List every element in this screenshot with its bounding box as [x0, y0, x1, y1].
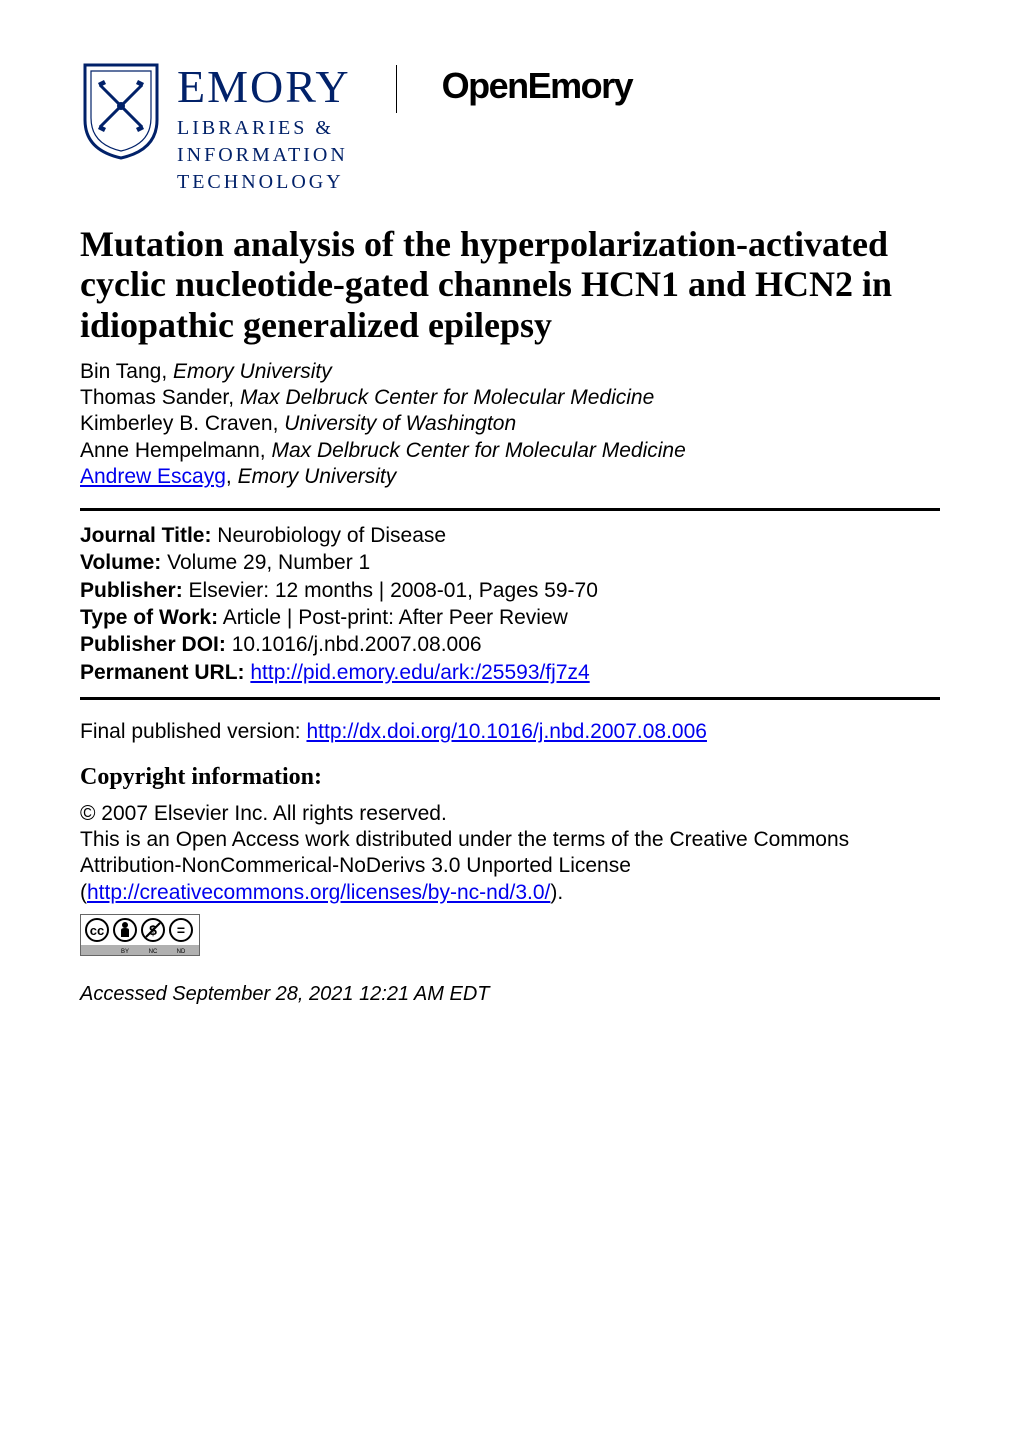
- meta-label: Journal Title:: [80, 524, 211, 547]
- copyright-heading: Copyright information:: [80, 764, 940, 791]
- meta-label: Publisher:: [80, 579, 183, 602]
- meta-value: Article | Post-print: After Peer Review: [218, 606, 568, 629]
- final-version-label: Final published version:: [80, 720, 306, 743]
- final-version-link[interactable]: http://dx.doi.org/10.1016/j.nbd.2007.08.…: [306, 720, 707, 743]
- emory-text-block: EMORY LIBRARIES & INFORMATION TECHNOLOGY: [177, 60, 351, 194]
- copyright-line-1: © 2007 Elsevier Inc. All rights reserved…: [80, 801, 940, 827]
- author-affiliation: Max Delbruck Center for Molecular Medici…: [271, 439, 685, 462]
- meta-label: Volume:: [80, 551, 161, 574]
- meta-permurl: Permanent URL: http://pid.emory.edu/ark:…: [80, 659, 940, 686]
- author-line: Bin Tang, Emory University: [80, 359, 940, 385]
- author-affiliation: Max Delbruck Center for Molecular Medici…: [240, 386, 654, 409]
- shield-icon: [80, 60, 162, 162]
- meta-journal: Journal Title: Neurobiology of Disease: [80, 522, 940, 549]
- author-affiliation: Emory University: [173, 360, 332, 383]
- author-affiliation: Emory University: [238, 465, 397, 488]
- accessed-timestamp: Accessed September 28, 2021 12:21 AM EDT: [80, 983, 940, 1006]
- meta-label: Permanent URL:: [80, 661, 245, 684]
- separator-1: [80, 508, 940, 511]
- header-logos: EMORY LIBRARIES & INFORMATION TECHNOLOGY…: [80, 60, 940, 194]
- article-metadata: Journal Title: Neurobiology of Disease V…: [80, 522, 940, 686]
- vertical-divider: [396, 65, 397, 113]
- emory-sub-2: INFORMATION: [177, 144, 351, 167]
- meta-type: Type of Work: Article | Post-print: Afte…: [80, 604, 940, 631]
- meta-value: Neurobiology of Disease: [211, 524, 446, 547]
- author-line: Thomas Sander, Max Delbruck Center for M…: [80, 385, 940, 411]
- meta-value: Elsevier: 12 months | 2008-01, Pages 59-…: [183, 579, 598, 602]
- emory-sub-3: TECHNOLOGY: [177, 171, 351, 194]
- meta-label: Publisher DOI:: [80, 633, 226, 656]
- openemory-wordmark: OpenEmory: [442, 65, 633, 107]
- meta-publisher: Publisher: Elsevier: 12 months | 2008-01…: [80, 577, 940, 604]
- meta-value: 10.1016/j.nbd.2007.08.006: [226, 633, 482, 656]
- copyright-text: © 2007 Elsevier Inc. All rights reserved…: [80, 801, 940, 906]
- author-name: Bin Tang: [80, 360, 161, 383]
- author-affiliation: University of Washington: [284, 412, 516, 435]
- emory-sub-1: LIBRARIES &: [177, 117, 351, 140]
- final-published-version: Final published version: http://dx.doi.o…: [80, 720, 940, 744]
- author-name: Kimberley B. Craven: [80, 412, 273, 435]
- svg-text:=: =: [177, 922, 185, 938]
- meta-volume: Volume: Volume 29, Number 1: [80, 549, 940, 576]
- license-link[interactable]: http://creativecommons.org/licenses/by-n…: [87, 881, 550, 904]
- meta-label: Type of Work:: [80, 606, 218, 629]
- author-name: Thomas Sander: [80, 386, 228, 409]
- cc-by-label: BY: [121, 949, 129, 955]
- authors-list: Bin Tang, Emory University Thomas Sander…: [80, 359, 940, 490]
- emory-name: EMORY: [177, 60, 351, 113]
- cc-nd-label: ND: [177, 949, 186, 955]
- meta-doi: Publisher DOI: 10.1016/j.nbd.2007.08.006: [80, 631, 940, 658]
- author-name: Anne Hempelmann: [80, 439, 260, 462]
- cc-license-badge: cc $ = BY NC ND: [80, 914, 200, 956]
- meta-value: Volume 29, Number 1: [161, 551, 370, 574]
- author-line: Anne Hempelmann, Max Delbruck Center for…: [80, 438, 940, 464]
- svg-text:cc: cc: [90, 923, 104, 938]
- permanent-url-link[interactable]: http://pid.emory.edu/ark:/25593/fj7z4: [250, 661, 589, 684]
- emory-logo: EMORY LIBRARIES & INFORMATION TECHNOLOGY: [80, 60, 351, 194]
- separator-2: [80, 697, 940, 700]
- cc-nc-label: NC: [149, 949, 158, 955]
- author-name-link[interactable]: Andrew Escayg: [80, 465, 226, 488]
- copyright-line-2: This is an Open Access work distributed …: [80, 827, 940, 906]
- author-line: Andrew Escayg, Emory University: [80, 464, 940, 490]
- author-line: Kimberley B. Craven, University of Washi…: [80, 411, 940, 437]
- article-title: Mutation analysis of the hyperpolarizati…: [80, 224, 940, 345]
- copyright-text-part: ).: [550, 881, 563, 904]
